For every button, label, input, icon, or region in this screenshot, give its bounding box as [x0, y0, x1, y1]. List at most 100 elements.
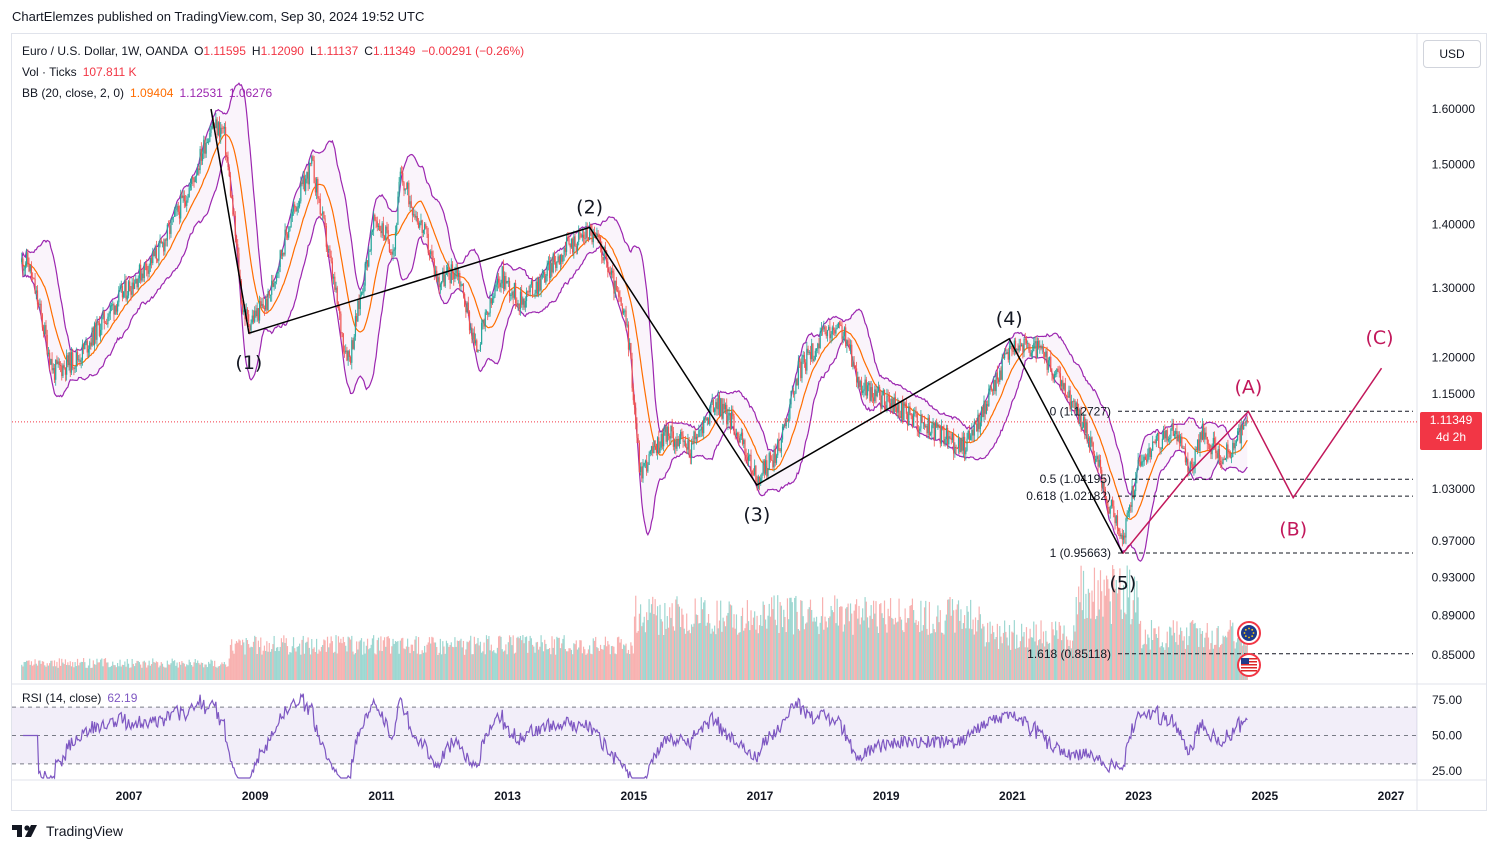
candle [1048, 356, 1051, 361]
time-axis[interactable]: 2007 2009 2011 2013 2015 2017 2019 2021 2023 2025… [116, 789, 1405, 803]
candle [1103, 482, 1105, 490]
candle [1112, 499, 1114, 507]
candle [72, 352, 74, 369]
candles[interactable] [12, 113, 1417, 547]
volume-bar [656, 606, 659, 680]
candle [592, 231, 594, 243]
volume-bar [272, 644, 274, 680]
candle [279, 250, 281, 267]
high-value: 1.12090 [260, 44, 304, 58]
volume-bar [64, 659, 67, 680]
candle [205, 142, 207, 154]
volume-bar [147, 665, 149, 680]
volume-bar [423, 645, 426, 680]
candle [292, 204, 295, 212]
volume-bar [141, 667, 143, 680]
candle [256, 308, 258, 317]
volume-bar [1069, 640, 1071, 680]
bb-label[interactable]: BB (20, close, 2, 0) [22, 86, 125, 100]
time-tick-label: 2021 [999, 789, 1026, 803]
wave-projection[interactable] [1122, 367, 1383, 555]
us-stripe [1241, 670, 1257, 672]
volume-bar [261, 654, 263, 680]
volume-bar [221, 662, 223, 680]
candle [866, 385, 869, 396]
candle [1084, 417, 1086, 433]
volume-bar [911, 598, 914, 680]
candle [130, 291, 132, 295]
candle [695, 436, 698, 440]
volume-bar [175, 665, 177, 680]
candle [834, 330, 836, 334]
volume-bar [96, 658, 98, 680]
candle [108, 313, 110, 317]
volume-bar [871, 618, 873, 680]
candle [285, 229, 287, 235]
candle [630, 342, 632, 359]
currency-button[interactable]: USD [1423, 40, 1481, 68]
volume-bar [597, 648, 599, 680]
volume-bar [845, 608, 847, 680]
candle [960, 437, 962, 453]
event-flags[interactable] [1237, 621, 1261, 677]
volume-bar [433, 642, 435, 680]
candle [252, 315, 255, 322]
volume-bar [536, 641, 539, 680]
rsi-label[interactable]: RSI (14, close) [22, 691, 102, 705]
volume-bar [387, 636, 389, 680]
volume-bar [129, 667, 131, 680]
volume-bar [1190, 621, 1193, 680]
candle [531, 281, 534, 295]
volume-bar [513, 653, 515, 680]
candle [1071, 401, 1074, 403]
price-axis[interactable]: 1.600001.500001.400001.300001.200001.150… [1432, 102, 1476, 778]
fib-level-label: 1 (0.95663) [1050, 546, 1111, 560]
candle [1194, 449, 1196, 467]
volume-bar [278, 651, 280, 680]
volume-bar [646, 612, 648, 680]
candle [868, 382, 870, 386]
volume-bar [456, 640, 458, 680]
symbol-name[interactable]: Euro / U.S. Dollar, 1W, OANDA [22, 44, 189, 58]
candle [1059, 373, 1062, 387]
candle [703, 418, 705, 434]
candle [182, 195, 184, 198]
candle [740, 432, 742, 437]
volume-bar [142, 661, 144, 680]
volume-bar [1121, 618, 1123, 680]
volume-bar [508, 635, 511, 680]
candle [154, 247, 156, 257]
volume-bar [493, 650, 495, 680]
volume-bar [1212, 648, 1214, 680]
volume-bar [794, 597, 796, 680]
volume-bar [110, 665, 113, 680]
volume-bar [613, 646, 615, 680]
candle [792, 390, 795, 395]
candle [974, 422, 977, 424]
volume-bar [979, 614, 981, 680]
volume-bar [214, 660, 216, 680]
candle [403, 182, 405, 191]
volume-bar [874, 613, 876, 680]
volume-bar [860, 617, 863, 680]
candle [522, 298, 524, 305]
volume-bar [825, 621, 827, 680]
volume-bar [847, 603, 849, 680]
volume-bar [658, 634, 660, 680]
elliott-wave-lines[interactable] [210, 108, 1124, 554]
volume-bar [388, 638, 391, 680]
candle [243, 309, 245, 313]
volume-bar [789, 597, 791, 680]
volume-bar [495, 653, 497, 680]
volume-bar [930, 633, 932, 680]
volume-bar [1044, 646, 1046, 680]
candle [223, 127, 225, 129]
volume-label[interactable]: Vol · Ticks [22, 65, 77, 79]
tradingview-logo[interactable]: TradingView [12, 823, 123, 839]
volume-bar [516, 637, 518, 680]
candle [650, 446, 653, 451]
candle [511, 291, 513, 296]
volume-bar [382, 640, 384, 680]
candle [234, 215, 236, 236]
